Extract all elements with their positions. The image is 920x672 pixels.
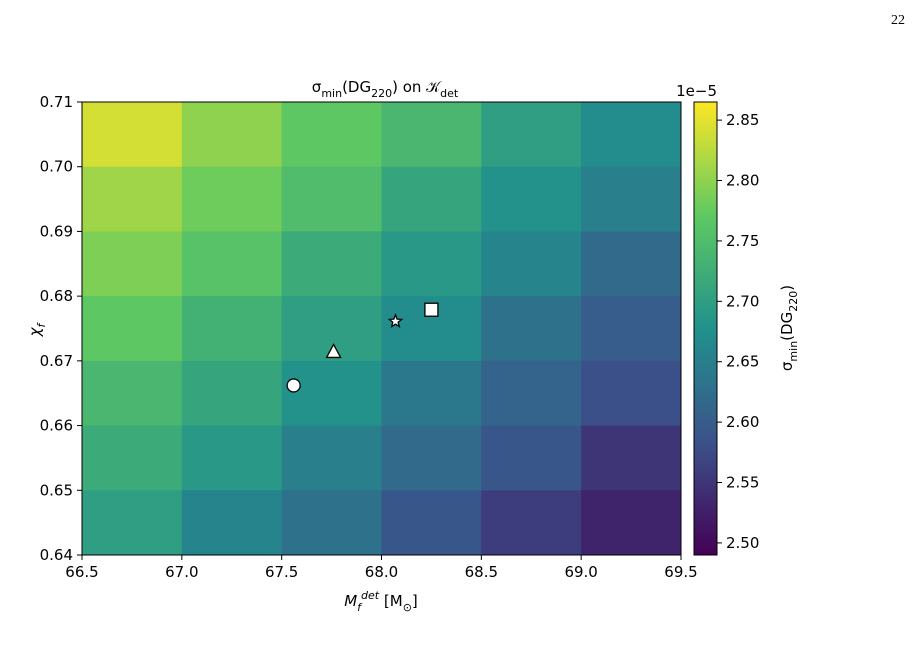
heatmap-cell xyxy=(281,425,382,491)
colorbar-label: σmin(DG220) xyxy=(778,285,800,371)
y-axis-label-part: χ xyxy=(26,326,44,337)
y-tick-label: 0.71 xyxy=(40,93,73,111)
x-tick-label: 67.5 xyxy=(265,563,298,581)
heatmap-cell xyxy=(181,425,283,491)
marker-triangle xyxy=(325,343,342,359)
colorbar-tick-label: 2.65 xyxy=(726,353,759,371)
heatmap-cell xyxy=(82,425,183,491)
heatmap-cell xyxy=(181,360,283,427)
colorbar-label-part: (DG xyxy=(778,312,796,341)
y-tick-label: 0.66 xyxy=(40,417,73,435)
heatmap-cell xyxy=(82,166,183,232)
x-axis-label: Mfdet [M⊙] xyxy=(344,589,418,614)
colorbar-offset: 1e−5 xyxy=(676,82,717,100)
heatmap-cell xyxy=(181,231,283,297)
heatmap-cell xyxy=(381,231,482,297)
x-axis-label-part: [M xyxy=(379,592,403,610)
heatmap-cell xyxy=(381,166,482,232)
heatmap-cell xyxy=(82,296,183,362)
x-axis-label-part: ] xyxy=(412,592,418,610)
x-tick-label: 68.5 xyxy=(465,563,498,581)
y-tick-label: 0.67 xyxy=(40,352,73,370)
heatmap-cell xyxy=(381,425,482,491)
chart-title-part: (DG xyxy=(342,78,371,96)
y-tick-label: 0.68 xyxy=(40,287,73,305)
chart-title-part: ) on 𝒦 xyxy=(392,78,442,96)
heatmap-cell xyxy=(481,102,582,168)
colorbar-tick-label: 2.85 xyxy=(726,111,759,129)
x-axis-label-part: M xyxy=(344,592,357,610)
heatmap-cell xyxy=(82,490,183,556)
colorbar-tick-label: 2.70 xyxy=(726,292,759,310)
heatmap-cell xyxy=(481,296,582,362)
heatmap-cell xyxy=(281,166,382,232)
x-tick-label: 67.0 xyxy=(165,563,198,581)
heatmap-cell xyxy=(481,425,582,491)
heatmap-cell xyxy=(181,102,283,168)
y-tick-label: 0.69 xyxy=(40,222,73,240)
heatmap-cell xyxy=(581,102,682,168)
heatmap-cell xyxy=(281,231,382,297)
chart-title-part: 220 xyxy=(371,87,392,100)
colorbar-tick-label: 2.60 xyxy=(726,413,759,431)
heatmap-cell xyxy=(481,360,582,427)
x-tick-label: 68.0 xyxy=(365,563,398,581)
colorbar xyxy=(693,101,718,556)
x-axis-label-part: det xyxy=(361,589,380,602)
heatmap-cell xyxy=(581,166,682,232)
heatmap-cell xyxy=(381,360,482,427)
colorbar-tick-label: 2.80 xyxy=(726,172,759,190)
x-axis-label-part: f xyxy=(357,601,363,614)
heatmap-cell xyxy=(581,425,682,491)
x-tick-label: 69.5 xyxy=(664,563,697,581)
chart-title-part: σ xyxy=(312,78,322,96)
colorbar-label-part: 220 xyxy=(787,291,800,312)
colorbar-tick-label: 2.55 xyxy=(726,474,759,492)
heatmap-cell xyxy=(381,102,482,168)
heatmap-cell xyxy=(381,490,482,556)
y-axis-label: χf xyxy=(26,321,48,337)
heatmap-cell xyxy=(82,360,183,427)
heatmap-cell xyxy=(481,166,582,232)
x-tick-label: 69.0 xyxy=(564,563,597,581)
heatmap-cell xyxy=(281,360,382,427)
heatmap-cell xyxy=(481,490,582,556)
colorbar-label-part: min xyxy=(787,341,800,362)
y-tick-label: 0.70 xyxy=(40,158,73,176)
chart-title-part: min xyxy=(321,87,342,100)
marker-star xyxy=(387,313,404,329)
heatmap-cell xyxy=(281,490,382,556)
heatmap-cell xyxy=(181,296,283,362)
heatmap-cell xyxy=(82,231,183,297)
y-tick-label: 0.64 xyxy=(40,546,73,564)
heatmap-cell xyxy=(181,490,283,556)
colorbar-tick-label: 2.50 xyxy=(726,534,759,552)
heatmap-cell xyxy=(481,231,582,297)
heatmap-cell xyxy=(82,102,183,168)
heatmap-cell xyxy=(581,360,682,427)
heatmap-cell xyxy=(581,490,682,556)
heatmap-cell xyxy=(581,296,682,362)
marker-square xyxy=(424,302,439,317)
chart-title: σmin(DG220) on 𝒦det xyxy=(312,78,459,100)
heatmap-cell xyxy=(581,231,682,297)
colorbar-label-part: σ xyxy=(778,361,796,371)
x-axis-label-part: ⊙ xyxy=(403,601,412,614)
x-tick-label: 66.5 xyxy=(65,563,98,581)
marker-circle xyxy=(286,378,301,393)
y-axis-label-part: f xyxy=(35,321,48,327)
chart-title-part: det xyxy=(440,87,459,100)
colorbar-tick-label: 2.75 xyxy=(726,232,759,250)
page-number: 22 xyxy=(891,13,905,28)
heatmap-cell xyxy=(281,102,382,168)
colorbar-label-part: ) xyxy=(778,285,796,291)
y-tick-label: 0.65 xyxy=(40,481,73,499)
heatmap-cell xyxy=(181,166,283,232)
